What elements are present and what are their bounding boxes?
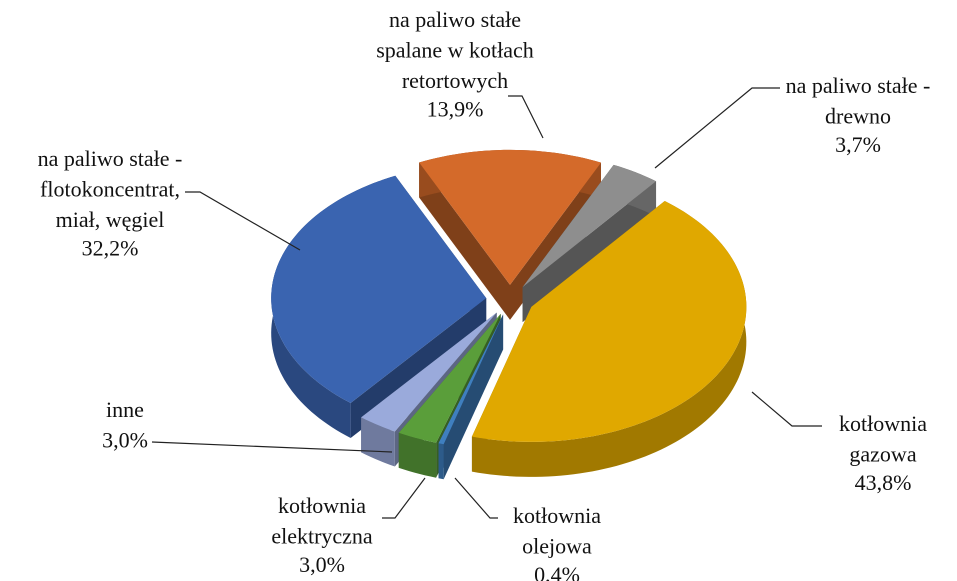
slice-label: kotłownia gazowa [839,411,927,467]
leader-line [382,477,426,519]
value-label: 43,8% [855,470,912,495]
leader-line [185,191,301,251]
slice [522,164,657,288]
leader-line [751,391,822,427]
slice-label: kotłownia olejowa [513,503,601,559]
slice-edge [522,181,657,323]
value-label: 0,4% [534,562,580,581]
slice-side [361,417,395,467]
slice [271,175,487,403]
slice [398,313,501,443]
value-label: 13,9% [427,97,484,122]
slice [361,312,497,432]
value-label: 3,0% [299,552,345,577]
slice-label: na paliwo stałe -flotokoncentrat, miał, w… [38,146,183,232]
value-label: 32,2% [82,236,139,261]
slice [438,314,504,445]
leader-line [654,87,780,169]
value-label: 3,0% [102,428,148,453]
leader-line [151,441,393,453]
slice-label: inne [106,397,144,422]
slice-label: na paliwo stałe spalane w kotłach retortow… [376,7,534,93]
slice-side [438,443,444,480]
value-label: 3,7% [835,132,881,157]
slice-side [471,201,747,477]
slice-edge [438,314,504,479]
slice-side [398,432,437,478]
slice [419,149,602,285]
slice-label: na paliwo stałe -drewno [786,73,931,129]
leader-line [454,477,498,519]
leader-line [508,95,544,139]
slice-edge [419,162,511,320]
slice-label: kotłownia elektryczna [271,493,373,549]
slice [471,201,747,442]
